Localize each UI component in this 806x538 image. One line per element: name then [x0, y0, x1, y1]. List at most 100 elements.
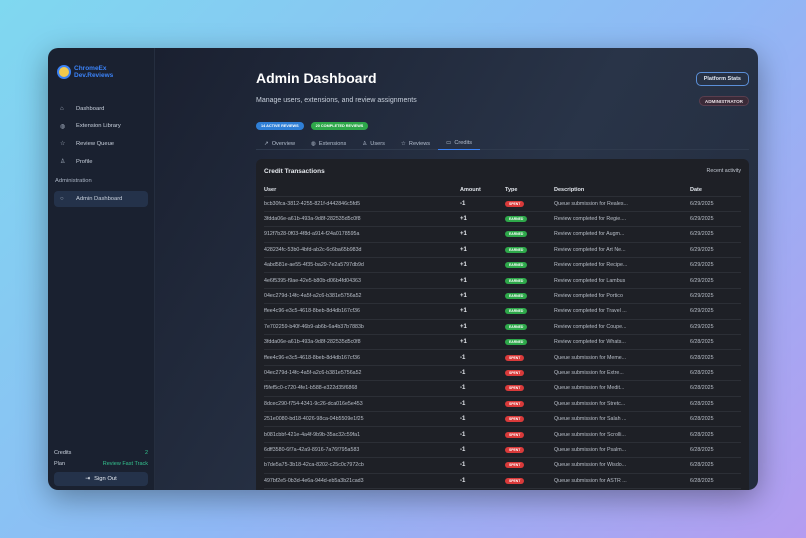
column-header-description[interactable]: Description: [554, 184, 690, 197]
table-row[interactable]: b081cbbf-421e-4a4f-9b9b-35ac32c59fa1 -1 SP…: [264, 426, 741, 443]
table-row[interactable]: f5fef5c0-c720-4fe1-b588-e322d35f6868 -1 SP…: [264, 380, 741, 397]
tab-users[interactable]: ♙ Users: [354, 137, 393, 150]
table-row[interactable]: 912f7b28-0f03-4f8d-a914-f24a0178595a +1 EA…: [264, 226, 741, 243]
cell-amount: +1: [460, 303, 505, 320]
cell-amount: +1: [460, 272, 505, 289]
cell-amount: -1: [460, 396, 505, 412]
cell-amount: +1: [460, 211, 505, 228]
credit-transactions-card: Credit Transactions Recent activity User…: [256, 159, 749, 490]
table-row[interactable]: ffee4c96-e3c5-4618-8beb-8d4db167cf36 -1 SP…: [264, 349, 741, 366]
cell-date: 6/29/2025: [690, 288, 741, 305]
home-icon: ⌂: [60, 105, 64, 112]
cell-amount: -1: [460, 457, 505, 474]
column-header-type[interactable]: Type: [505, 184, 554, 197]
cell-type-badge: EARNED: [505, 257, 554, 274]
cell-description: Queue submission for Meme...: [554, 349, 690, 366]
cell-date: 6/28/2025: [690, 365, 741, 382]
cell-amount: -1: [460, 365, 505, 382]
cell-user-id: 912f7b28-0f03-4f8d-a914-f24a0178595a: [264, 226, 460, 243]
cell-type-badge: SPENT: [505, 457, 554, 474]
cell-description: Queue submission for Stretc...: [554, 396, 690, 412]
table-row[interactable]: b7de5a75-3b18-42ca-8202-c25c0c7972cb -1 SP…: [264, 457, 741, 474]
sidebar: ChromeEx Dev.Reviews ⌂ Dashboard ◍ Extensio…: [48, 48, 155, 490]
cell-type-badge: SPENT: [505, 365, 554, 382]
cell-user-id: ffee4c96-e3c5-4618-8beb-8d4db167cf36: [264, 349, 460, 366]
tab-label: Extensions: [318, 140, 347, 147]
table-row[interactable]: 428234fc-53b0-4bfd-ab2c-6c6ba65b983d +1 EA…: [264, 242, 741, 259]
cell-user-id: b7de5a75-3b18-42ca-8202-c25c0c7972cb: [264, 457, 460, 474]
sidebar-item-label: Dashboard: [76, 105, 105, 112]
cell-date: 6/29/2025: [690, 226, 741, 243]
logo[interactable]: ChromeEx Dev.Reviews: [57, 65, 148, 79]
table-row[interactable]: 7e702259-b40f-46b9-ab6b-6a4b37b7883b +1 EA…: [264, 319, 741, 336]
table-row[interactable]: ffee4c96-e3c5-4618-8beb-8d4db167cf36 +1 EA…: [264, 303, 741, 320]
sidebar-item-extension-library[interactable]: ◍ Extension Library: [54, 118, 148, 136]
logo-line1: ChromeEx: [74, 65, 107, 72]
type-badge: SPENT: [505, 369, 525, 376]
sign-out-button[interactable]: ⇥ Sign Out: [54, 472, 148, 486]
table-row[interactable]: 8dcec290-f754-4341-9c26-dca016e5e453 -1 SP…: [264, 396, 741, 412]
type-badge: EARNED: [505, 339, 528, 346]
plan-label: Plan: [54, 461, 66, 467]
transactions-table: User Amount Type Description Date bcb30f…: [264, 184, 741, 489]
cell-date: 6/28/2025: [690, 411, 741, 428]
role-badge: ADMINISTRATOR: [698, 96, 749, 106]
user-icon: ♙: [60, 159, 66, 166]
cell-user-id: 251e0080-bd18-4026-98ca-04b5509e1f25: [264, 411, 460, 428]
table-row[interactable]: 04ec279d-14fc-4a5f-a2c6-b381e5756a52 +1 EA…: [264, 288, 741, 305]
cell-date: 6/28/2025: [690, 396, 741, 412]
sidebar-item-admin-dashboard[interactable]: ○ Admin Dashboard: [54, 191, 148, 208]
tab-extensions[interactable]: ◍ Extensions: [303, 137, 354, 150]
cell-user-id: 6dff3580-6f7a-42a9-8916-7a76f795a583: [264, 442, 460, 459]
table-row[interactable]: 4e6f5395-f9ae-42e5-b80b-d06b4fd04363 +1 EA…: [264, 272, 741, 289]
logo-icon: [57, 65, 71, 79]
cell-description: Queue submission for Extre...: [554, 365, 690, 382]
cell-date: 6/29/2025: [690, 319, 741, 336]
type-badge: EARNED: [505, 231, 528, 238]
cell-date: 6/29/2025: [690, 272, 741, 289]
active-reviews-badge: 14 ACTIVE REVIEWS: [256, 122, 304, 130]
type-badge: SPENT: [505, 431, 525, 438]
plan-value: Review Fast Track: [102, 461, 148, 467]
sidebar-item-profile[interactable]: ♙ Profile: [54, 153, 148, 171]
cell-type-badge: EARNED: [505, 303, 554, 320]
cell-user-id: ffee4c96-e3c5-4618-8beb-8d4db167cf36: [264, 303, 460, 320]
column-header-date[interactable]: Date: [690, 184, 741, 197]
sign-out-label: Sign Out: [94, 476, 117, 482]
cell-amount: +1: [460, 288, 505, 305]
table-row[interactable]: 04ec279d-14fc-4a5f-a2c6-b381e5756a52 -1 SP…: [264, 365, 741, 382]
card-icon: ▭: [446, 140, 452, 146]
table-row[interactable]: 3fdda06e-a61b-493a-9d8f-282535d5c0f8 +1 EA…: [264, 211, 741, 228]
table-row[interactable]: 6dff3580-6f7a-42a9-8916-7a76f795a583 -1 SP…: [264, 442, 741, 459]
cell-type-badge: SPENT: [505, 473, 554, 489]
column-header-amount[interactable]: Amount: [460, 184, 505, 197]
cell-type-badge: EARNED: [505, 319, 554, 336]
tab-credits[interactable]: ▭ Credits: [438, 137, 481, 150]
cell-user-id: 04ec279d-14fc-4a5f-a2c6-b381e5756a52: [264, 365, 460, 382]
tab-overview[interactable]: ↗ Overview: [256, 137, 303, 150]
cell-amount: -1: [460, 473, 505, 489]
table-row[interactable]: 497bf2e5-0b3d-4e6a-944d-eb5a3b21cad3 -1 SP…: [264, 473, 741, 489]
table-row[interactable]: 4abd581e-ae55-4f35-ba29-7e2a5797db9d +1 EA…: [264, 257, 741, 274]
section-heading: Administration: [55, 178, 92, 185]
table-row[interactable]: 251e0080-bd18-4026-98ca-04b5509e1f25 -1 SP…: [264, 411, 741, 428]
globe-icon: ◍: [60, 123, 66, 130]
cell-user-id: 497bf2e5-0b3d-4e6a-944d-eb5a3b21cad3: [264, 473, 460, 489]
column-header-user[interactable]: User: [264, 184, 460, 197]
cell-type-badge: SPENT: [505, 380, 554, 397]
type-badge: SPENT: [505, 354, 525, 361]
type-badge: EARNED: [505, 262, 528, 269]
type-badge: SPENT: [505, 416, 525, 423]
tab-reviews[interactable]: ☆ Reviews: [393, 137, 438, 150]
table-row[interactable]: 3fdda06e-a61b-493a-9d8f-282535d5c0f8 +1 EA…: [264, 334, 741, 351]
sidebar-item-dashboard[interactable]: ⌂ Dashboard: [54, 100, 148, 118]
cell-type-badge: SPENT: [505, 349, 554, 366]
platform-stats-button[interactable]: Platform Stats: [695, 72, 749, 86]
table-row[interactable]: bcb30fca-3812-4255-821f-d442846c5fd5 -1 SP…: [264, 196, 741, 212]
type-badge: EARNED: [505, 323, 528, 330]
cell-amount: -1: [460, 380, 505, 397]
cell-type-badge: SPENT: [505, 442, 554, 459]
cell-amount: -1: [460, 411, 505, 428]
sidebar-item-review-queue[interactable]: ☆ Review Queue: [54, 135, 148, 153]
cell-date: 6/28/2025: [690, 349, 741, 366]
